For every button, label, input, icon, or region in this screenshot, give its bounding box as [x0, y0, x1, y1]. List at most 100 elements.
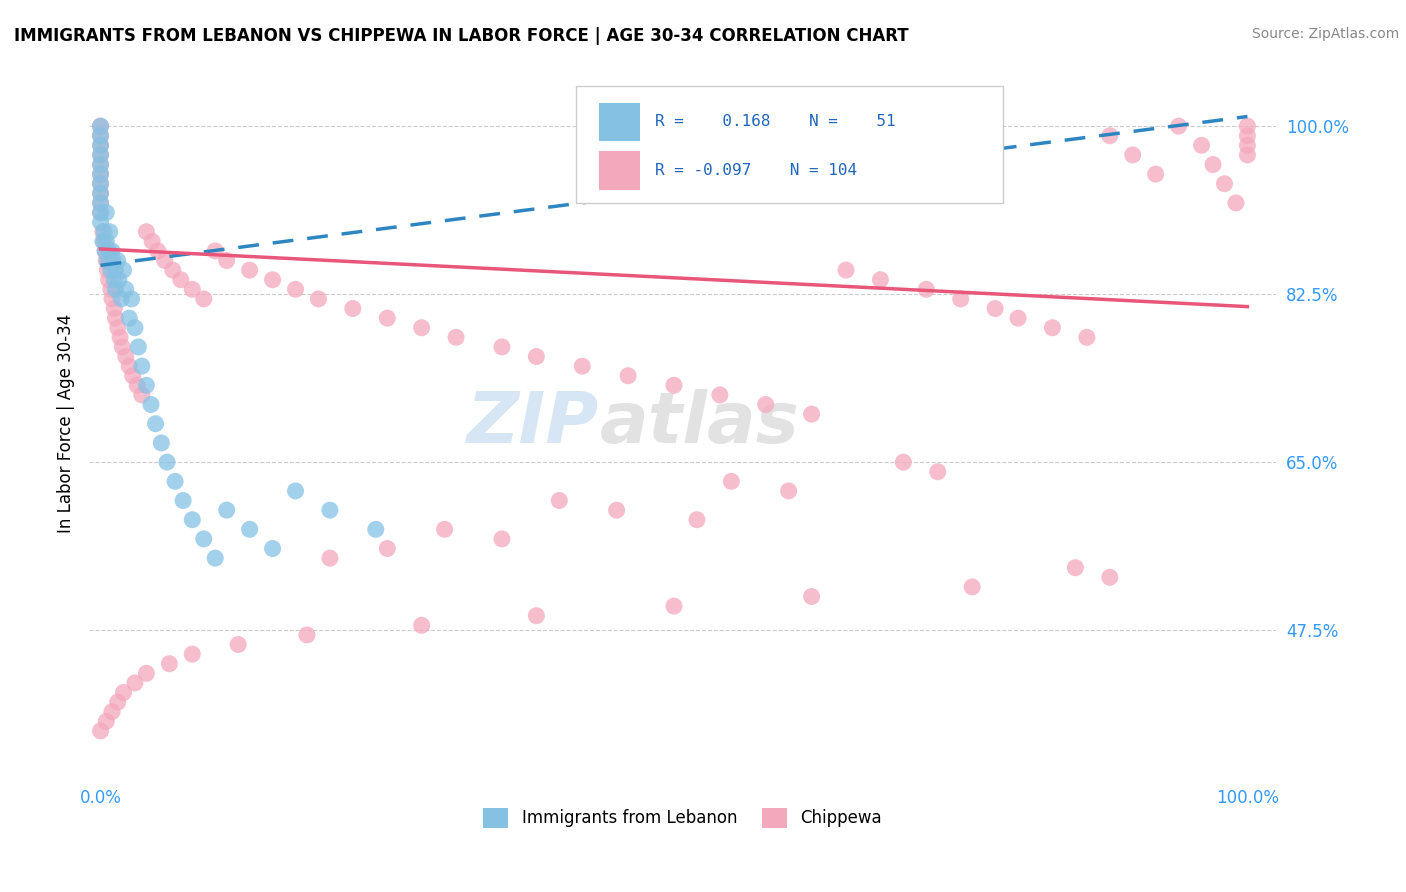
Point — [709, 388, 731, 402]
Point — [90, 186, 112, 201]
Point — [90, 167, 112, 181]
Point — [101, 253, 124, 268]
Point — [90, 148, 112, 162]
Point — [94, 244, 117, 258]
Point — [755, 397, 778, 411]
Point — [491, 532, 513, 546]
Point — [239, 263, 262, 277]
Point — [90, 148, 112, 162]
Point — [204, 551, 226, 566]
Point — [800, 590, 823, 604]
Point — [96, 253, 118, 268]
Point — [101, 705, 124, 719]
Point — [97, 244, 120, 258]
Point — [121, 368, 143, 383]
Point — [110, 292, 132, 306]
Point — [124, 676, 146, 690]
Point — [262, 541, 284, 556]
Point — [204, 244, 226, 258]
Point — [90, 128, 112, 143]
Point — [1007, 311, 1029, 326]
Point — [127, 340, 149, 354]
Point — [548, 493, 571, 508]
Point — [960, 580, 983, 594]
Point — [90, 195, 112, 210]
Point — [107, 253, 129, 268]
Text: IMMIGRANTS FROM LEBANON VS CHIPPEWA IN LABOR FORCE | AGE 30-34 CORRELATION CHART: IMMIGRANTS FROM LEBANON VS CHIPPEWA IN L… — [14, 27, 908, 45]
Point — [284, 483, 307, 498]
Text: R =    0.168    N =    51: R = 0.168 N = 51 — [655, 114, 896, 129]
Point — [778, 483, 800, 498]
Point — [91, 235, 114, 249]
Point — [181, 513, 204, 527]
Point — [262, 273, 284, 287]
Point — [111, 340, 134, 354]
Point — [118, 359, 141, 373]
Point — [165, 475, 187, 489]
Point — [127, 378, 149, 392]
Point — [662, 378, 685, 392]
Point — [662, 599, 685, 614]
FancyBboxPatch shape — [599, 152, 640, 190]
Point — [226, 638, 249, 652]
Point — [90, 205, 112, 219]
Point — [112, 263, 135, 277]
Point — [90, 119, 112, 133]
Point — [720, 475, 742, 489]
Point — [1236, 128, 1258, 143]
Point — [239, 522, 262, 536]
Point — [893, 455, 915, 469]
Point — [342, 301, 364, 316]
Point — [139, 397, 162, 411]
Point — [524, 350, 547, 364]
Point — [1042, 320, 1064, 334]
Point — [93, 225, 115, 239]
Point — [124, 320, 146, 334]
Point — [104, 311, 127, 326]
Point — [319, 503, 342, 517]
Point — [1167, 119, 1189, 133]
Point — [90, 138, 112, 153]
Point — [90, 215, 112, 229]
Point — [1144, 167, 1167, 181]
Point — [90, 138, 112, 153]
Point — [984, 301, 1007, 316]
Point — [108, 273, 131, 287]
Point — [606, 503, 628, 517]
Point — [150, 436, 173, 450]
Point — [131, 359, 153, 373]
Point — [103, 273, 125, 287]
Point — [949, 292, 972, 306]
Point — [96, 235, 118, 249]
Point — [90, 167, 112, 181]
Point — [1098, 570, 1121, 584]
Point — [364, 522, 387, 536]
Point — [90, 205, 112, 219]
Point — [835, 263, 858, 277]
FancyBboxPatch shape — [599, 103, 640, 141]
Point — [157, 657, 180, 671]
Point — [96, 263, 118, 277]
Point — [90, 177, 112, 191]
Point — [90, 186, 112, 201]
Y-axis label: In Labor Force | Age 30-34: In Labor Force | Age 30-34 — [58, 314, 75, 533]
Point — [104, 282, 127, 296]
Point — [103, 301, 125, 316]
Point — [411, 320, 433, 334]
Point — [927, 465, 949, 479]
Point — [90, 195, 112, 210]
Point — [90, 177, 112, 191]
Point — [121, 292, 143, 306]
Point — [96, 714, 118, 729]
Point — [156, 455, 179, 469]
Point — [686, 513, 709, 527]
Point — [319, 551, 342, 566]
Point — [101, 244, 124, 258]
Point — [1225, 195, 1247, 210]
Point — [112, 685, 135, 699]
FancyBboxPatch shape — [575, 87, 1002, 203]
Point — [131, 388, 153, 402]
Point — [215, 503, 238, 517]
Point — [94, 244, 117, 258]
Point — [1202, 157, 1225, 171]
